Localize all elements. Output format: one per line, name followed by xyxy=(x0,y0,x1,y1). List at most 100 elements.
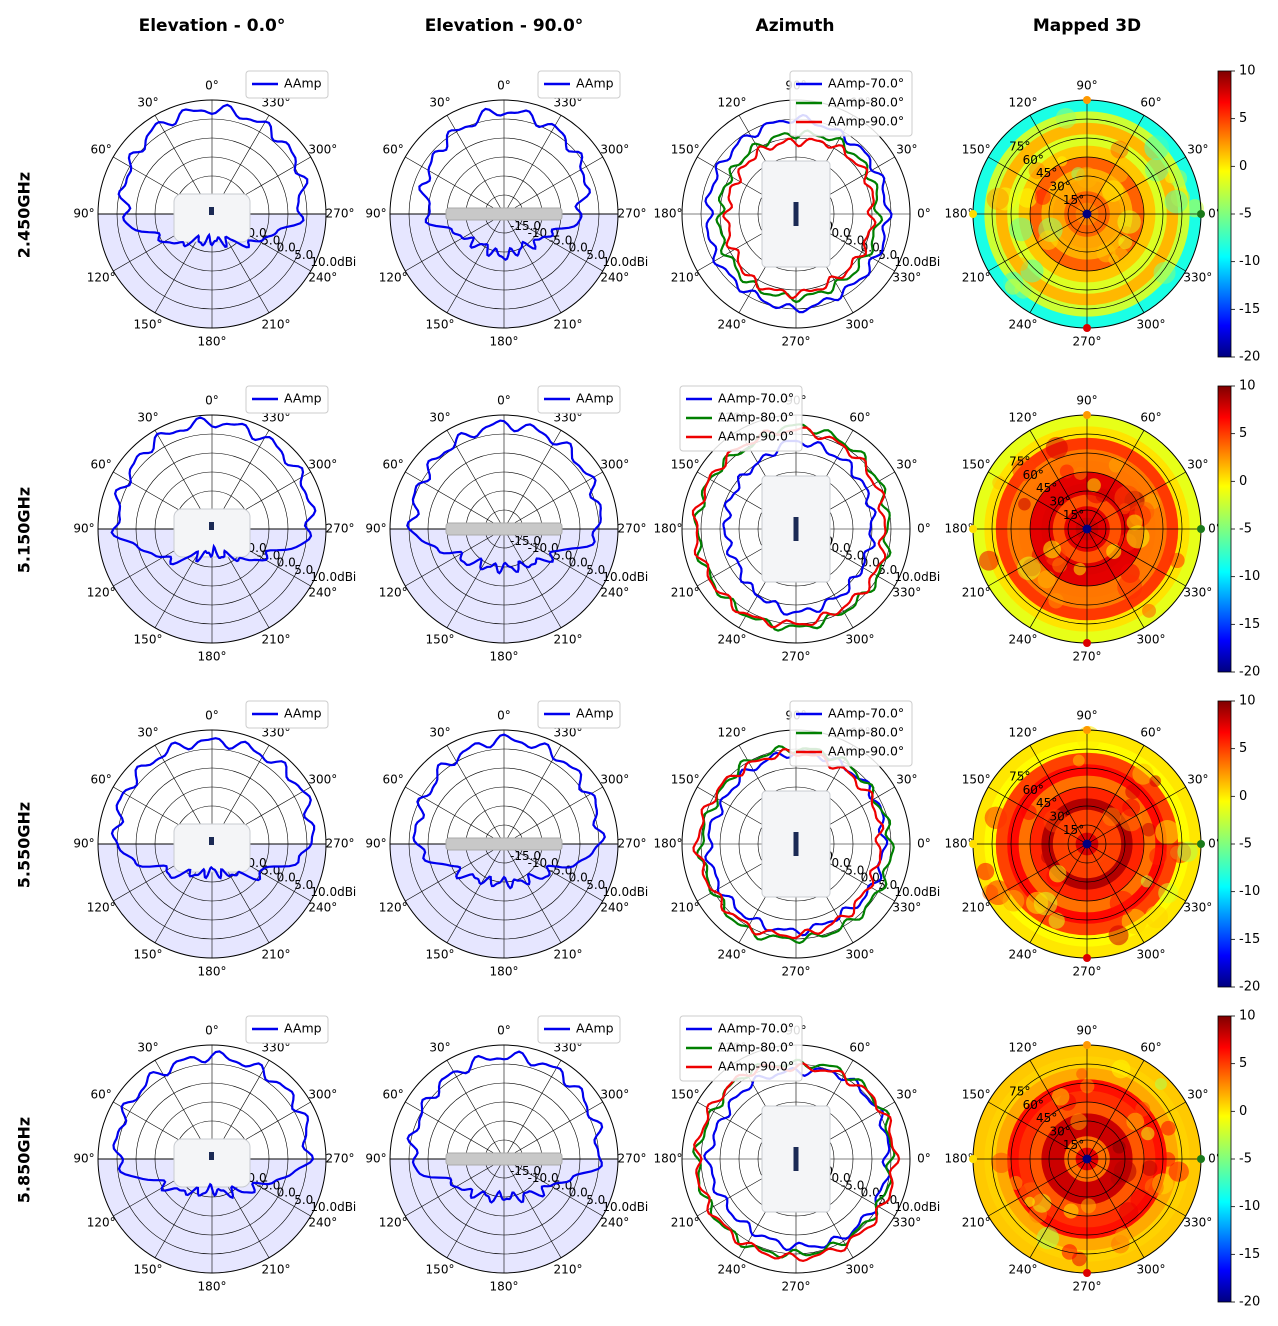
radial-tick-label: -5.0 xyxy=(841,1178,864,1192)
column-title: Elevation - 0.0° xyxy=(138,16,286,36)
heatmap-patch xyxy=(1096,243,1116,263)
angle-tick-label: 240° xyxy=(600,586,629,600)
axis-marker-x xyxy=(1197,210,1205,218)
angle-tick-label: 90° xyxy=(1076,1024,1097,1038)
legend-entry: AAmp-90.0° xyxy=(828,744,904,759)
heatmap-patch xyxy=(1145,905,1169,929)
center-marker xyxy=(1082,524,1092,534)
angular-gridline xyxy=(1086,430,1145,530)
heatmap-patch xyxy=(1076,1068,1088,1080)
radial-tick-label: 10.0dBi xyxy=(894,570,940,584)
heatmap-patch xyxy=(1041,849,1056,864)
angle-tick-label: 60° xyxy=(383,1088,404,1102)
device-image xyxy=(173,193,251,243)
angle-tick-label: 180° xyxy=(945,837,974,851)
legend-box xyxy=(245,1015,329,1044)
device-image xyxy=(173,823,251,873)
angular-gridline xyxy=(446,745,505,845)
angular-gridline xyxy=(1086,1101,1186,1160)
angle-tick-label: 330° xyxy=(1183,1216,1212,1230)
heatmap-patch xyxy=(1169,552,1185,569)
angle-tick-label: 120° xyxy=(1009,726,1038,740)
angle-tick-label: 240° xyxy=(1009,317,1038,331)
heatmap-patch xyxy=(1141,822,1156,837)
heatmap-patch xyxy=(1140,875,1154,888)
heatmap-patch xyxy=(1008,1176,1023,1190)
angular-gridline xyxy=(1086,843,1145,943)
angle-tick-label: 90° xyxy=(1076,394,1097,408)
series-line-aamp-90-0- xyxy=(692,747,885,940)
angular-gridline xyxy=(446,115,505,215)
heatmap-patch xyxy=(1149,847,1167,866)
radial-tick-label: -10.0 xyxy=(528,1171,559,1185)
colorbar-tick-label: -5 xyxy=(1239,522,1252,537)
elevation-plot: 0° 30° 60° 90° 120° 150° 180° 210° 240° 270° 300° 3… xyxy=(365,1015,648,1294)
angular-gridline xyxy=(446,1158,505,1258)
legend-entry: AAmp-70.0° xyxy=(718,1021,794,1036)
angular-gridline xyxy=(1086,213,1145,313)
legend-entry: AAmp-80.0° xyxy=(718,1040,794,1055)
heatmap-patch xyxy=(1018,497,1031,511)
elevation-plot: 0° 30° 60° 90° 120° 150° 180° 210° 240° 270° 300° 3… xyxy=(365,70,648,349)
angle-tick-label: 300° xyxy=(308,458,337,472)
angle-tick-label: 180° xyxy=(198,335,227,349)
angle-tick-label: 210° xyxy=(262,1262,291,1276)
angle-tick-label: 300° xyxy=(1137,1262,1166,1276)
radial-tick-label: -15.0 xyxy=(510,849,541,863)
legend-box xyxy=(537,70,621,99)
angle-tick-label: 330° xyxy=(554,411,583,425)
heatmap-patch xyxy=(1141,1160,1158,1176)
angular-gridline xyxy=(1029,528,1088,628)
angle-tick-label: 210° xyxy=(554,1262,583,1276)
legend-box xyxy=(537,385,621,414)
device-led xyxy=(209,1152,214,1160)
heatmap-patch xyxy=(1052,557,1068,573)
angle-tick-label: 0° xyxy=(205,394,219,408)
radial-tick-label: 10.0dBi xyxy=(310,885,356,899)
colorbar-tick-label: -5 xyxy=(1239,837,1252,852)
angle-tick-label: 300° xyxy=(308,773,337,787)
angle-tick-label: 150° xyxy=(426,632,455,646)
angular-gridline xyxy=(1029,430,1088,530)
heatmap-patch xyxy=(1160,1120,1176,1136)
angle-tick-label: 60° xyxy=(91,1088,112,1102)
device-led xyxy=(793,1147,799,1171)
series-line-aamp-80-0- xyxy=(715,129,884,304)
angle-tick-label: 210° xyxy=(962,1216,991,1230)
angle-tick-label: 60° xyxy=(849,1041,870,1055)
angle-tick-label: 30° xyxy=(137,411,158,425)
axis-marker-neg-y xyxy=(1083,954,1091,962)
heatmap-patch xyxy=(1125,784,1141,800)
angle-tick-label: 0° xyxy=(917,837,931,851)
heatmap-patch xyxy=(1009,217,1033,242)
elevation-plot: 0° 30° 60° 90° 120° 150° 180° 210° 240° 270° 300° 3… xyxy=(365,385,648,664)
series-line-aamp xyxy=(412,733,607,890)
angular-gridline xyxy=(405,1101,505,1160)
heatmap-patch xyxy=(1059,464,1074,479)
heatmap-patch xyxy=(1048,593,1064,609)
colorbar-tick-label: -20 xyxy=(1239,980,1260,995)
angle-tick-label: 180° xyxy=(198,1280,227,1294)
theta-tick-label: 30° xyxy=(1049,495,1070,509)
legend-entry: AAmp xyxy=(576,391,614,406)
heatmap-patch xyxy=(978,550,999,571)
series-line-aamp xyxy=(117,103,309,249)
elevation-plot: 0° 30° 60° 90° 120° 150° 180° 210° 240° 270° 300° 3… xyxy=(73,70,356,349)
axis-marker-neg-y xyxy=(1083,1269,1091,1277)
angle-tick-label: 210° xyxy=(962,271,991,285)
angular-gridline xyxy=(1086,115,1145,215)
angle-tick-label: 270° xyxy=(326,207,355,221)
angle-tick-label: 30° xyxy=(1187,1088,1208,1102)
heatmap-patch xyxy=(1036,1226,1060,1250)
angular-gridline xyxy=(1086,156,1186,215)
axis-marker-y xyxy=(1083,1041,1091,1049)
heatmap-patch xyxy=(991,1152,1012,1174)
colorbar-tick-label: 5 xyxy=(1239,1056,1247,1071)
heatmap-patch xyxy=(1118,235,1133,250)
device-led xyxy=(209,837,214,845)
heatmap-patch xyxy=(1080,1198,1096,1214)
angle-tick-label: 60° xyxy=(91,773,112,787)
series-line-aamp-90-0- xyxy=(722,137,877,300)
heatmap-patch xyxy=(1049,864,1067,883)
theta-tick-label: 75° xyxy=(1009,139,1030,153)
